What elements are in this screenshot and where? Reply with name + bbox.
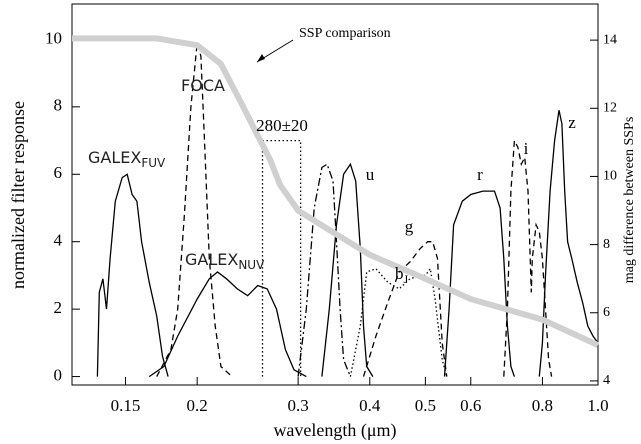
x-tick-label: 1.0 <box>587 396 608 415</box>
label-text: r <box>477 165 483 184</box>
arrow-head <box>257 54 265 62</box>
x-tick-label: 0.5 <box>415 396 436 415</box>
label-text: i <box>524 139 529 158</box>
curve-label: u <box>366 165 375 184</box>
filter-curve <box>538 110 599 377</box>
y2-tick-label: 4 <box>603 373 610 388</box>
filter-curve <box>261 139 302 377</box>
x-tick-label: 0.3 <box>288 396 309 415</box>
filter-curve <box>362 241 448 377</box>
label-subscript: FUV <box>141 156 166 170</box>
y2-tick-label: 10 <box>603 169 617 184</box>
x-tick-label: 0.4 <box>359 396 381 415</box>
label-text: GALEX <box>185 250 238 269</box>
filter-curve <box>443 190 516 377</box>
y2-tick-label: 6 <box>603 305 610 320</box>
curve-label: GALEXFUV <box>88 148 166 170</box>
curve-label: GALEXNUV <box>185 250 265 272</box>
y2-tick-label: 14 <box>603 32 617 47</box>
y2-tick-label: 8 <box>603 237 610 252</box>
plot-frame <box>71 3 599 386</box>
curve-label: FOCA <box>181 76 225 95</box>
curve-label: 280±20 <box>256 116 308 135</box>
x-axis-title: wavelength (μm) <box>273 420 396 441</box>
y2-axis-title: mag difference between SSPs <box>622 117 637 284</box>
filter-curve <box>96 173 169 377</box>
y-tick-label: 0 <box>54 365 63 384</box>
filter-curve <box>503 138 553 377</box>
filter-curve <box>321 162 374 377</box>
label-text: GALEX <box>88 148 141 167</box>
filter-curve <box>349 267 448 377</box>
label-text: 280±20 <box>256 116 308 135</box>
label-subscript: J <box>404 272 409 286</box>
x-tick-label: 0.2 <box>187 396 208 415</box>
curve-label: i <box>524 139 529 158</box>
curve-label: z <box>568 113 576 132</box>
y-tick-label: 2 <box>54 298 63 317</box>
y-tick-label: 8 <box>54 96 63 115</box>
y-tick-label: 4 <box>54 231 63 250</box>
x-tick-label: 0.15 <box>111 396 141 415</box>
label-text: FOCA <box>181 76 225 95</box>
curve-label: g <box>405 217 414 236</box>
curve-label: bJ <box>395 264 409 286</box>
y-axis-title: normalized filter response <box>8 101 28 289</box>
label-text: g <box>405 217 414 236</box>
y-tick-label: 10 <box>45 28 62 47</box>
curve-label: r <box>477 165 483 184</box>
filter-curve <box>297 163 352 377</box>
curve-label: SSP comparison <box>299 26 391 41</box>
y-tick-label: 6 <box>54 163 63 182</box>
label-text: z <box>568 113 576 132</box>
label-text: u <box>366 165 375 184</box>
label-text: b <box>395 264 404 283</box>
label-text: SSP comparison <box>299 26 391 41</box>
y2-tick-label: 12 <box>603 100 617 115</box>
ssp-curve <box>72 35 600 348</box>
filter-curve <box>148 271 307 378</box>
label-subscript: NUV <box>238 258 265 272</box>
x-tick-label: 0.6 <box>460 396 481 415</box>
x-tick-label: 0.8 <box>532 396 553 415</box>
